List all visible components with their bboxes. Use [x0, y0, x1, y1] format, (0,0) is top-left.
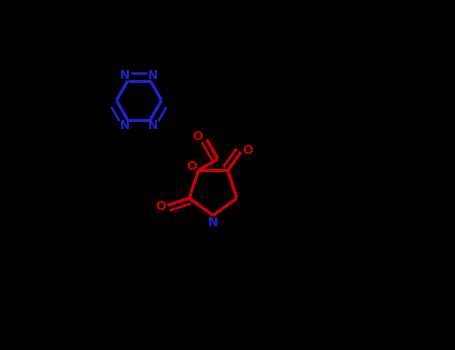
Text: N: N: [148, 69, 158, 82]
Text: O: O: [155, 201, 166, 214]
Text: O: O: [243, 144, 253, 157]
Text: N: N: [148, 119, 158, 132]
Text: N: N: [208, 216, 218, 229]
Text: O: O: [192, 130, 203, 143]
Text: N: N: [120, 69, 130, 82]
Text: O: O: [187, 160, 197, 173]
Text: N: N: [120, 119, 130, 132]
